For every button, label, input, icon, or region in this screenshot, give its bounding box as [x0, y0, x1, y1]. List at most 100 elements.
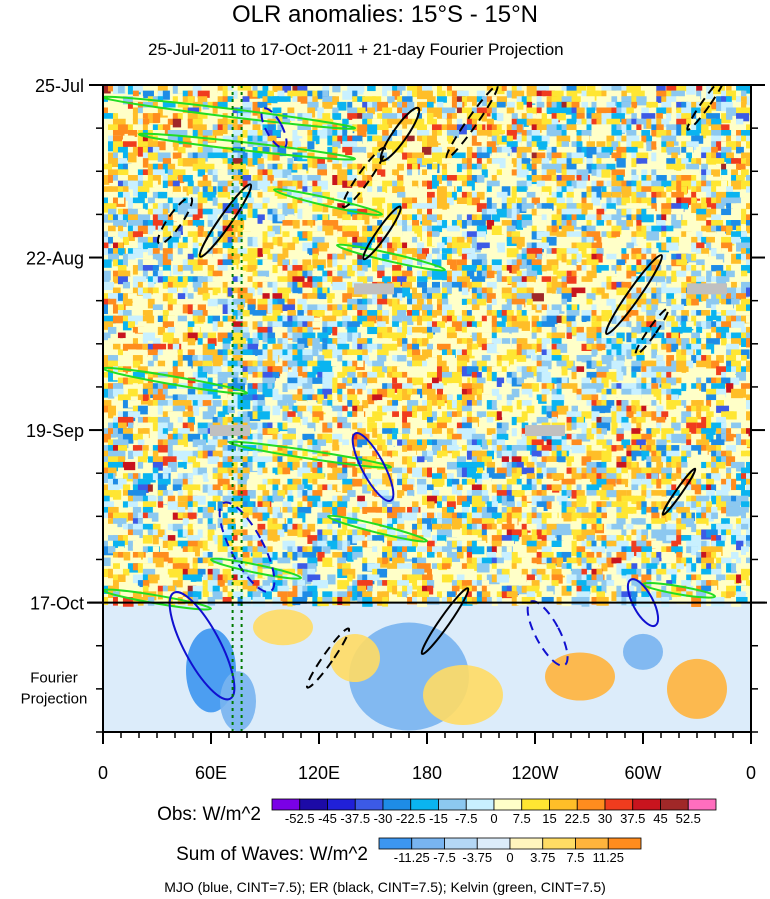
- obs-cell: [626, 96, 637, 105]
- obs-cell: [277, 304, 283, 313]
- obs-cell: [302, 416, 308, 425]
- obs-cell: [107, 304, 114, 315]
- obs-cell: [691, 96, 701, 105]
- obs-cell: [456, 214, 464, 222]
- obs-cell: [741, 349, 750, 359]
- obs-cell: [566, 310, 580, 318]
- obs-cell: [337, 428, 351, 438]
- obs-cell: [192, 383, 202, 391]
- obs-cell: [576, 371, 589, 382]
- obs-cell: [147, 366, 157, 376]
- obs-cell: [466, 265, 477, 272]
- obs-cell: [387, 293, 393, 301]
- obs-cell: [616, 175, 624, 181]
- obs-cell: [506, 366, 519, 375]
- obs-cell: [726, 343, 739, 350]
- obs-cell: [471, 169, 482, 176]
- obs-cell: [661, 265, 668, 275]
- obs-cell: [466, 169, 474, 180]
- obs-cell: [536, 124, 549, 133]
- obs-cell: [192, 310, 204, 316]
- obs-cell: [641, 405, 648, 413]
- obs-cell: [741, 281, 751, 290]
- obs-cell: [147, 287, 157, 295]
- obs-cell: [112, 388, 124, 397]
- obs-cell: [526, 113, 533, 120]
- obs-cell: [586, 298, 593, 306]
- obs-cell: [731, 253, 741, 264]
- obs-cell: [392, 236, 401, 247]
- obs-cell: [646, 304, 656, 314]
- obs-cell: [427, 191, 435, 202]
- obs-cell: [367, 394, 375, 405]
- obs-cell: [551, 439, 566, 447]
- obs-cell: [237, 152, 243, 161]
- obs-cell: [626, 146, 638, 154]
- obs-cell: [551, 332, 566, 341]
- obs-cell: [611, 338, 620, 349]
- obs-cell: [576, 220, 584, 227]
- obs-cell: [571, 445, 586, 454]
- obs-cell: [277, 208, 283, 219]
- obs-cell: [332, 96, 340, 105]
- obs-cell: [431, 400, 442, 410]
- obs-cell: [726, 113, 733, 120]
- obs-cell: [142, 416, 151, 424]
- obs-cell: [686, 130, 700, 138]
- obs-cell: [307, 360, 320, 369]
- obs-cell: [586, 253, 597, 261]
- obs-cell: [197, 96, 208, 106]
- obs-cell: [571, 141, 580, 147]
- obs-cell: [267, 203, 280, 212]
- obs-cell: [486, 360, 494, 367]
- obs-cell: [671, 433, 683, 443]
- obs-cell: [546, 287, 556, 294]
- obs-cell: [342, 118, 349, 126]
- obs-cell: [671, 180, 678, 191]
- obs-cell: [322, 405, 332, 413]
- obs-cell: [631, 180, 637, 190]
- obs-cell: [626, 242, 634, 249]
- obs-cell: [586, 158, 593, 166]
- obs-cell: [526, 281, 535, 292]
- obs-cell: [392, 208, 402, 216]
- obs-cell: [162, 265, 171, 274]
- obs-cell: [501, 383, 510, 392]
- obs-cell: [257, 428, 265, 436]
- obs-cell: [142, 220, 149, 227]
- obs-cell: [422, 433, 430, 444]
- obs-cell: [237, 287, 251, 295]
- obs-cell: [581, 355, 592, 363]
- obs-cell: [417, 90, 430, 100]
- obs-cell: [377, 124, 389, 131]
- obs-cell: [402, 366, 409, 377]
- obs-cell: [377, 298, 389, 307]
- obs-cell: [122, 281, 131, 289]
- obs-cell: [551, 394, 565, 404]
- obs-cell: [746, 253, 751, 260]
- obs-cell: [217, 383, 224, 393]
- obs-cell: [716, 433, 726, 441]
- obs-cell: [352, 231, 359, 238]
- obs-cell: [252, 101, 260, 112]
- obs-cell: [676, 135, 686, 142]
- obs-cell: [746, 450, 751, 460]
- obs-cell: [147, 456, 154, 463]
- obs-cell: [292, 360, 300, 371]
- obs-cell: [232, 107, 242, 118]
- obs-cell: [636, 439, 646, 448]
- obs-cell: [636, 186, 645, 194]
- obs-cell: [417, 231, 424, 241]
- obs-cell: [117, 366, 127, 375]
- obs-cell: [651, 349, 658, 359]
- obs-cell: [516, 450, 531, 457]
- obs-cell: [746, 186, 751, 193]
- obs-cell: [651, 225, 663, 232]
- obs-cell: [262, 96, 272, 106]
- obs-cell: [402, 338, 408, 347]
- obs-cell: [272, 355, 279, 364]
- obs-cell: [387, 400, 393, 410]
- obs-cell: [417, 281, 429, 288]
- obs-cell: [132, 383, 138, 394]
- obs-cell: [471, 259, 486, 269]
